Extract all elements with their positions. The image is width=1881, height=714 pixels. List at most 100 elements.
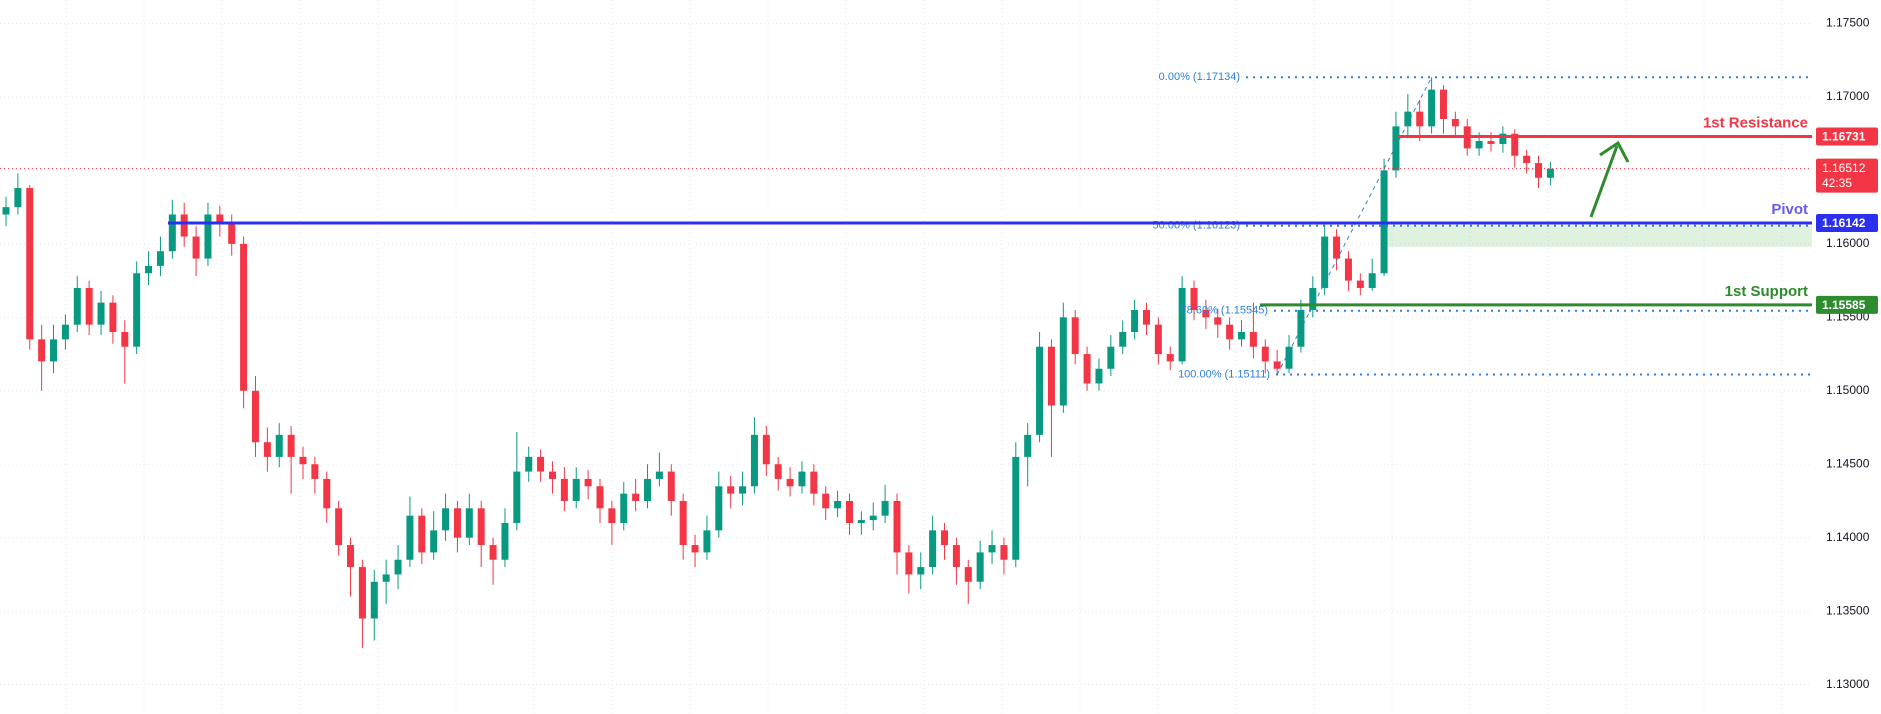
candle-body: [50, 339, 58, 362]
level-badge: [1816, 295, 1878, 314]
price-axis: 1.175001.170001.165001.160001.155001.150…: [1816, 16, 1878, 691]
candle-body: [370, 581, 378, 619]
candle-body: [691, 545, 699, 553]
level-label: 1st Resistance: [1703, 114, 1808, 131]
y-tick-label: 1.14500: [1826, 456, 1870, 470]
candle-body: [1083, 354, 1091, 384]
candle-body: [2, 207, 10, 215]
candle-body: [382, 574, 390, 582]
candle-body: [1238, 332, 1246, 340]
level-badge-label: 1.16731: [1822, 130, 1866, 144]
candle-body: [1321, 236, 1329, 288]
candle-body: [620, 493, 628, 524]
candle-body: [929, 530, 937, 568]
candle-body: [976, 552, 984, 582]
candle-body: [323, 478, 331, 509]
candle-body: [834, 500, 842, 509]
candle-body: [216, 214, 224, 222]
candle-body: [1451, 119, 1459, 127]
candle-body: [715, 486, 723, 531]
fib-label: 0.00% (1.17134): [1159, 71, 1240, 83]
candle-body: [1487, 141, 1495, 144]
candle-body: [1071, 317, 1079, 355]
candle-body: [1249, 332, 1257, 347]
candle-body: [1142, 309, 1150, 325]
candle-body: [1166, 354, 1174, 362]
candle-body: [1404, 111, 1412, 127]
grid: [0, 0, 1812, 714]
candle-body: [358, 567, 366, 619]
candle-body: [596, 486, 604, 509]
candle-body: [584, 478, 592, 487]
candle-body: [1095, 368, 1103, 384]
candle-body: [679, 500, 687, 546]
candle-body: [1368, 273, 1376, 288]
candle-body: [941, 530, 949, 546]
candle-body: [750, 434, 758, 487]
candle-body: [1178, 287, 1186, 362]
candle-body: [1107, 346, 1115, 369]
candle-body: [394, 559, 402, 575]
candle-body: [1261, 346, 1269, 362]
y-tick-label: 1.15000: [1826, 383, 1870, 397]
candle-body: [667, 471, 675, 501]
candle-body: [1000, 545, 1008, 560]
candle-body: [845, 500, 853, 524]
candle-body: [1012, 456, 1020, 560]
candle-body: [263, 442, 271, 457]
candle-body: [1475, 141, 1483, 149]
candle-body: [917, 567, 925, 575]
candle-body: [988, 545, 996, 553]
candle-body: [572, 478, 580, 501]
candle-body: [204, 214, 212, 259]
y-tick-label: 1.14000: [1826, 530, 1870, 544]
candle-body: [1344, 258, 1352, 281]
candle-body: [38, 339, 46, 362]
candle-body: [73, 287, 81, 325]
candle-body: [85, 287, 93, 325]
candle-body: [537, 456, 545, 472]
candle-body: [168, 214, 176, 252]
level-badge-label: 1.16142: [1822, 216, 1866, 230]
candle-body: [905, 552, 913, 575]
level-badge: [1816, 214, 1878, 233]
candle-body: [1511, 133, 1519, 156]
level-badge: [1816, 127, 1878, 146]
candle-body: [1190, 287, 1198, 310]
candle-body: [1131, 309, 1139, 333]
candle-body: [347, 545, 355, 568]
candle-body: [406, 515, 414, 560]
candle-body: [453, 508, 461, 538]
candle-body: [299, 456, 307, 465]
candle-body: [240, 243, 248, 391]
candle-body: [762, 434, 770, 465]
candle-body: [632, 493, 640, 501]
candle-body: [97, 302, 105, 325]
candle-body: [560, 478, 568, 501]
last-price-badge: [1816, 158, 1878, 193]
candle-body: [418, 515, 426, 553]
candle-body: [14, 188, 22, 208]
candle-body: [1428, 89, 1436, 127]
candle-body: [1154, 324, 1162, 355]
countdown-label: 42:35: [1822, 176, 1852, 190]
candle-body: [477, 508, 485, 546]
overlay: 0.00% (1.17134) 50.00% (1.16123) 78.60% (1…: [0, 71, 1812, 380]
candle-body: [964, 567, 972, 582]
candle-body: [1059, 317, 1067, 406]
candle-body: [644, 478, 652, 501]
candle-body: [489, 545, 497, 560]
candle-body: [1439, 89, 1447, 119]
candle-body: [739, 486, 747, 494]
candle-body: [1309, 287, 1317, 310]
y-tick-label: 1.17500: [1826, 16, 1870, 30]
candle-body: [26, 188, 34, 340]
candle-body: [1356, 280, 1364, 288]
last-price-label: 1.16512: [1822, 161, 1866, 175]
candle-body: [893, 500, 901, 553]
candle-body: [251, 390, 259, 443]
candle-body: [1333, 236, 1341, 259]
